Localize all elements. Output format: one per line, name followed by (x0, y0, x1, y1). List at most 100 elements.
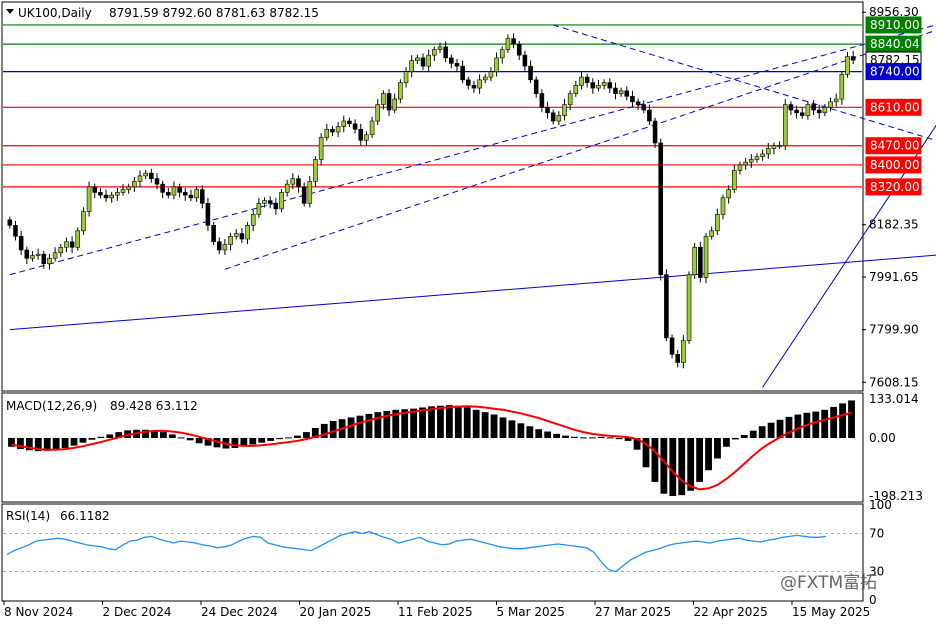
macd-layer (8, 400, 855, 497)
candle-body (765, 148, 771, 155)
candle-body (562, 104, 567, 116)
candle-body (511, 38, 516, 45)
macd-bar (410, 408, 418, 438)
macd-bar (660, 437, 668, 494)
macd-bar (508, 420, 516, 438)
macd-bar (267, 437, 275, 441)
level-tag: 8910.00 (865, 16, 922, 34)
candle-body (24, 249, 30, 259)
macd-bar (454, 405, 462, 438)
macd-bar (240, 437, 248, 447)
candle-body (335, 126, 341, 133)
candle-body (318, 137, 324, 160)
level-tag-label: 8320.00 (870, 180, 920, 194)
macd-bar (249, 437, 257, 445)
macd-bar (499, 417, 507, 438)
candle-body (120, 189, 126, 193)
level-tag-bg (865, 98, 922, 116)
candle-body (47, 257, 52, 265)
macd-bar (445, 405, 453, 438)
macd-bar (481, 412, 489, 438)
candle-body (703, 235, 709, 278)
date-tick-label: 24 Dec 2024 (201, 605, 278, 619)
watermark-logo: @FXTM富拓 (780, 573, 877, 593)
macd-bar (88, 437, 96, 440)
candle-body (256, 203, 262, 215)
macd-bar (490, 414, 498, 438)
candle-body (539, 93, 545, 108)
macd-bar (159, 432, 167, 438)
macd-bar (258, 437, 266, 443)
level-tag: 8320.00 (865, 178, 922, 196)
candle-body (75, 230, 81, 248)
date-tick-label: 22 Apr 2025 (694, 605, 768, 619)
macd-bar (151, 430, 158, 438)
price-layer (3, 24, 936, 388)
macd-bar (34, 437, 42, 452)
macd-signal-line (11, 405, 852, 491)
macd-bar (79, 437, 87, 443)
candle-body (301, 186, 307, 204)
candle-body (579, 76, 584, 86)
macd-bar (535, 429, 543, 438)
macd-bar (839, 403, 846, 438)
macd-bar (142, 429, 149, 438)
macd-bar (553, 433, 561, 438)
macd-bar (320, 423, 328, 438)
level-tag-bg (865, 63, 922, 81)
price-tick-label: 7799.90 (869, 323, 919, 337)
macd-values: 89.428 63.112 (110, 399, 198, 413)
macd-bar (723, 437, 730, 447)
candle-body (811, 104, 816, 111)
macd-bar (115, 432, 123, 438)
candle-body (641, 104, 647, 111)
candle-body (132, 181, 137, 188)
macd-label: MACD(12,26,9) (6, 399, 97, 413)
macd-bar (687, 437, 695, 491)
macd-bar (678, 437, 686, 496)
dropdown-triangle-icon[interactable] (6, 9, 14, 14)
rsi-tick-label: 100 (869, 498, 892, 512)
candle-body (426, 54, 431, 67)
candle-body (239, 233, 245, 240)
macd-bar (785, 416, 793, 438)
candle-body (35, 253, 41, 256)
candle-body (726, 189, 731, 199)
macd-bar (669, 437, 677, 497)
candle-body (273, 203, 279, 210)
candle-body (788, 104, 794, 111)
candle-body (347, 120, 352, 125)
candle-body (216, 241, 222, 251)
candle-body (794, 109, 799, 114)
symbol-timeframe: UK100,Daily (18, 6, 92, 20)
macd-bar (285, 437, 292, 439)
candle-body (545, 106, 550, 114)
date-tick-label: 15 May 2025 (792, 605, 870, 619)
level-tag: 8740.00 (865, 63, 922, 81)
candle-body (454, 63, 460, 67)
price-tick-label: 8956.30 (869, 5, 919, 19)
candle-body (194, 189, 199, 199)
candle-body (482, 76, 488, 81)
candle-body (799, 112, 805, 116)
macd-tick-label: -198.213 (869, 489, 923, 503)
macd-bar (347, 417, 355, 438)
candle-body (607, 82, 613, 89)
candle-body (211, 225, 216, 243)
macd-bar (633, 437, 641, 450)
macd-bar (848, 400, 855, 438)
level-tag: 8840.04 (865, 35, 922, 53)
candle-body (358, 128, 364, 141)
candle-body (669, 337, 675, 355)
candle-body (732, 170, 737, 190)
macd-bar (25, 437, 33, 451)
candle-body (709, 230, 714, 237)
macd-bar (731, 437, 739, 440)
candle-body (618, 90, 624, 94)
macd-bar (580, 437, 587, 439)
candle-body (828, 101, 833, 108)
candle-body (386, 93, 392, 111)
trend-line-2 (553, 24, 936, 141)
macd-bar (651, 437, 659, 482)
macd-bar (17, 437, 24, 450)
